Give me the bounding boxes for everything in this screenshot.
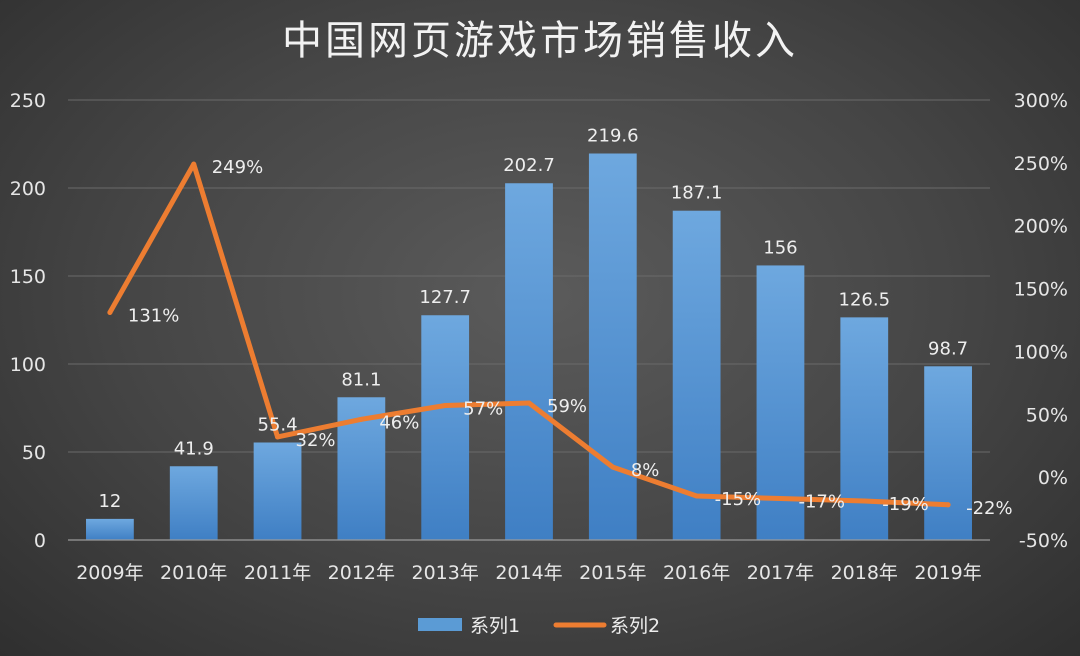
y-right-tick-label: 100% (1014, 341, 1068, 363)
line-point (777, 496, 783, 502)
bar-series (86, 153, 972, 541)
line-data-label: -15% (715, 489, 762, 510)
x-tick-label: 2012年 (328, 562, 395, 584)
y-left-tick-label: 0 (34, 530, 46, 552)
bar-data-label: 12 (98, 491, 121, 512)
bar-data-label: 156 (763, 237, 797, 258)
y-right-tick-label: 0% (1038, 467, 1068, 489)
bar (505, 183, 553, 541)
line-data-label: 249% (212, 157, 263, 178)
y-right-tick-label: -50% (1019, 530, 1068, 552)
bar-data-label: 55.4 (258, 414, 298, 435)
line-data-label: 46% (379, 412, 419, 433)
x-tick-label: 2010年 (160, 562, 227, 584)
bar (588, 153, 637, 540)
line-point (861, 498, 867, 504)
x-tick-label: 2017年 (747, 562, 814, 584)
bar (169, 466, 218, 540)
x-tick-label: 2014年 (495, 562, 562, 584)
y-left-tick-label: 50 (22, 442, 46, 464)
y-left-tick-label: 100 (10, 354, 46, 376)
x-tick-label: 2015年 (579, 562, 646, 584)
bar (86, 518, 134, 540)
line-data-label: -22% (966, 498, 1013, 519)
line-data-label: 32% (296, 430, 336, 451)
bar (421, 315, 470, 540)
y-left-tick-label: 150 (10, 266, 46, 288)
y-left-tick-label: 200 (10, 178, 46, 200)
x-tick-label: 2018年 (831, 562, 898, 584)
line-data-label: 131% (128, 305, 179, 326)
line-point (694, 493, 700, 499)
data-labels: 12 41.9 55.4 81.1 127.7 202.7 219.6 187.1 156 126… (98, 126, 1012, 519)
bar (756, 265, 805, 540)
line-point (526, 400, 532, 406)
y-right-tick-label: 150% (1014, 279, 1068, 301)
y-right-tick-label: 200% (1014, 216, 1068, 238)
line-point (945, 502, 951, 508)
bar-data-label: 81.1 (341, 369, 381, 390)
bar (253, 442, 302, 540)
line-series (107, 161, 951, 508)
legend: 系列1 系列2 (418, 615, 660, 637)
bar-data-label: 126.5 (839, 289, 891, 310)
bar (672, 210, 721, 541)
line-data-label: -17% (798, 492, 845, 513)
x-tick-label: 2016年 (663, 562, 730, 584)
chart-title: 中国网页游戏市场销售收入 (282, 18, 798, 64)
line-data-label: 8% (631, 460, 660, 481)
bar-data-label: 127.7 (419, 287, 471, 308)
y-right-tick-label: 50% (1026, 404, 1068, 426)
line-point (442, 402, 448, 408)
line-point (358, 416, 364, 422)
line-point (107, 309, 113, 315)
line-data-label: 57% (463, 398, 503, 419)
line-point (191, 161, 197, 167)
x-tick-label: 2019年 (914, 562, 981, 584)
bar-data-label: 98.7 (928, 338, 968, 359)
bar-data-label: 41.9 (174, 438, 214, 459)
x-tick-label: 2013年 (412, 562, 479, 584)
x-tick-label: 2011年 (244, 562, 311, 584)
line-point (275, 434, 281, 440)
bar-data-label: 202.7 (503, 155, 555, 176)
legend-label-series-2: 系列2 (610, 615, 660, 637)
y-right-tick-label: 300% (1014, 90, 1068, 112)
bar (840, 317, 889, 540)
legend-label-series-1: 系列1 (470, 615, 520, 637)
line-data-label: -19% (882, 494, 929, 515)
bar (924, 366, 972, 540)
line-point (610, 464, 616, 470)
axes: 0 50 100 150 200 250 -50% 0% 50% 100% 150% 200% 250%… (10, 90, 1068, 584)
y-left-tick-label: 250 (10, 90, 46, 112)
line-data-label: 59% (547, 396, 587, 417)
bar-data-label: 219.6 (587, 126, 639, 147)
bar-data-label: 187.1 (671, 183, 723, 204)
legend-swatch-series-1 (418, 618, 462, 631)
y-right-tick-label: 250% (1014, 153, 1068, 175)
x-tick-label: 2009年 (76, 562, 143, 584)
